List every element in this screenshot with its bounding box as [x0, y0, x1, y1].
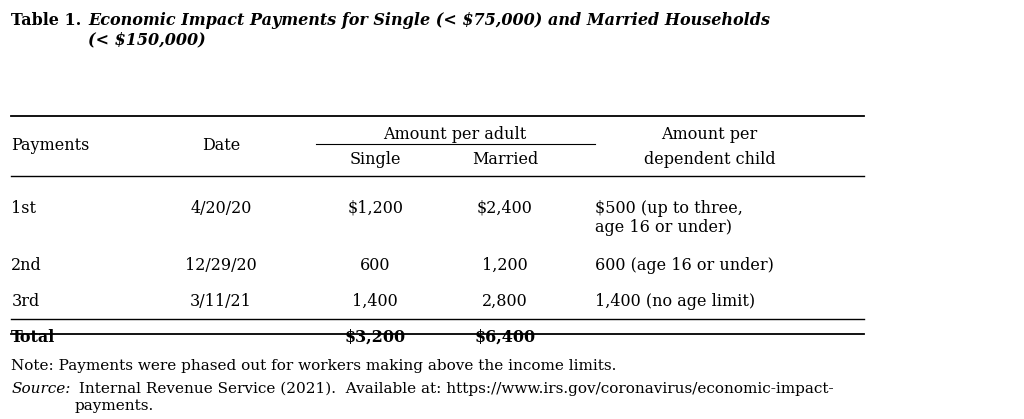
Text: $1,200: $1,200 [347, 200, 403, 217]
Text: $3,200: $3,200 [345, 328, 406, 346]
Text: Note: Payments were phased out for workers making above the income limits.: Note: Payments were phased out for worke… [11, 359, 616, 372]
Text: 2,800: 2,800 [482, 293, 528, 310]
Text: 600: 600 [360, 256, 390, 274]
Text: Single: Single [349, 151, 401, 168]
Text: 1,200: 1,200 [482, 256, 528, 274]
Text: Amount per adult: Amount per adult [384, 126, 526, 143]
Text: 1,400: 1,400 [352, 293, 398, 310]
Text: Payments: Payments [11, 137, 90, 154]
Text: 4/20/20: 4/20/20 [190, 200, 252, 217]
Text: Total: Total [11, 328, 55, 346]
Text: Married: Married [472, 151, 539, 168]
Text: 3rd: 3rd [11, 293, 40, 310]
Text: $500 (up to three,
age 16 or under): $500 (up to three, age 16 or under) [595, 200, 742, 236]
Text: $6,400: $6,400 [474, 328, 536, 346]
Text: dependent child: dependent child [644, 151, 775, 168]
Text: 2nd: 2nd [11, 256, 42, 274]
Text: 600 (age 16 or under): 600 (age 16 or under) [595, 256, 774, 274]
Text: Economic Impact Payments for Single (< $75,000) and Married Households
(< $150,0: Economic Impact Payments for Single (< $… [88, 11, 770, 48]
Text: 12/29/20: 12/29/20 [185, 256, 257, 274]
Text: 1,400 (no age limit): 1,400 (no age limit) [595, 293, 755, 310]
Text: Date: Date [202, 137, 240, 154]
Text: Internal Revenue Service (2021).  Available at: https://www.irs.gov/coronavirus/: Internal Revenue Service (2021). Availab… [74, 382, 834, 413]
Text: Amount per: Amount per [662, 126, 758, 143]
Text: 1st: 1st [11, 200, 37, 217]
Text: Source:: Source: [11, 382, 71, 396]
Text: Table 1.: Table 1. [11, 11, 82, 28]
Text: 3/11/21: 3/11/21 [189, 293, 252, 310]
Text: $2,400: $2,400 [477, 200, 532, 217]
